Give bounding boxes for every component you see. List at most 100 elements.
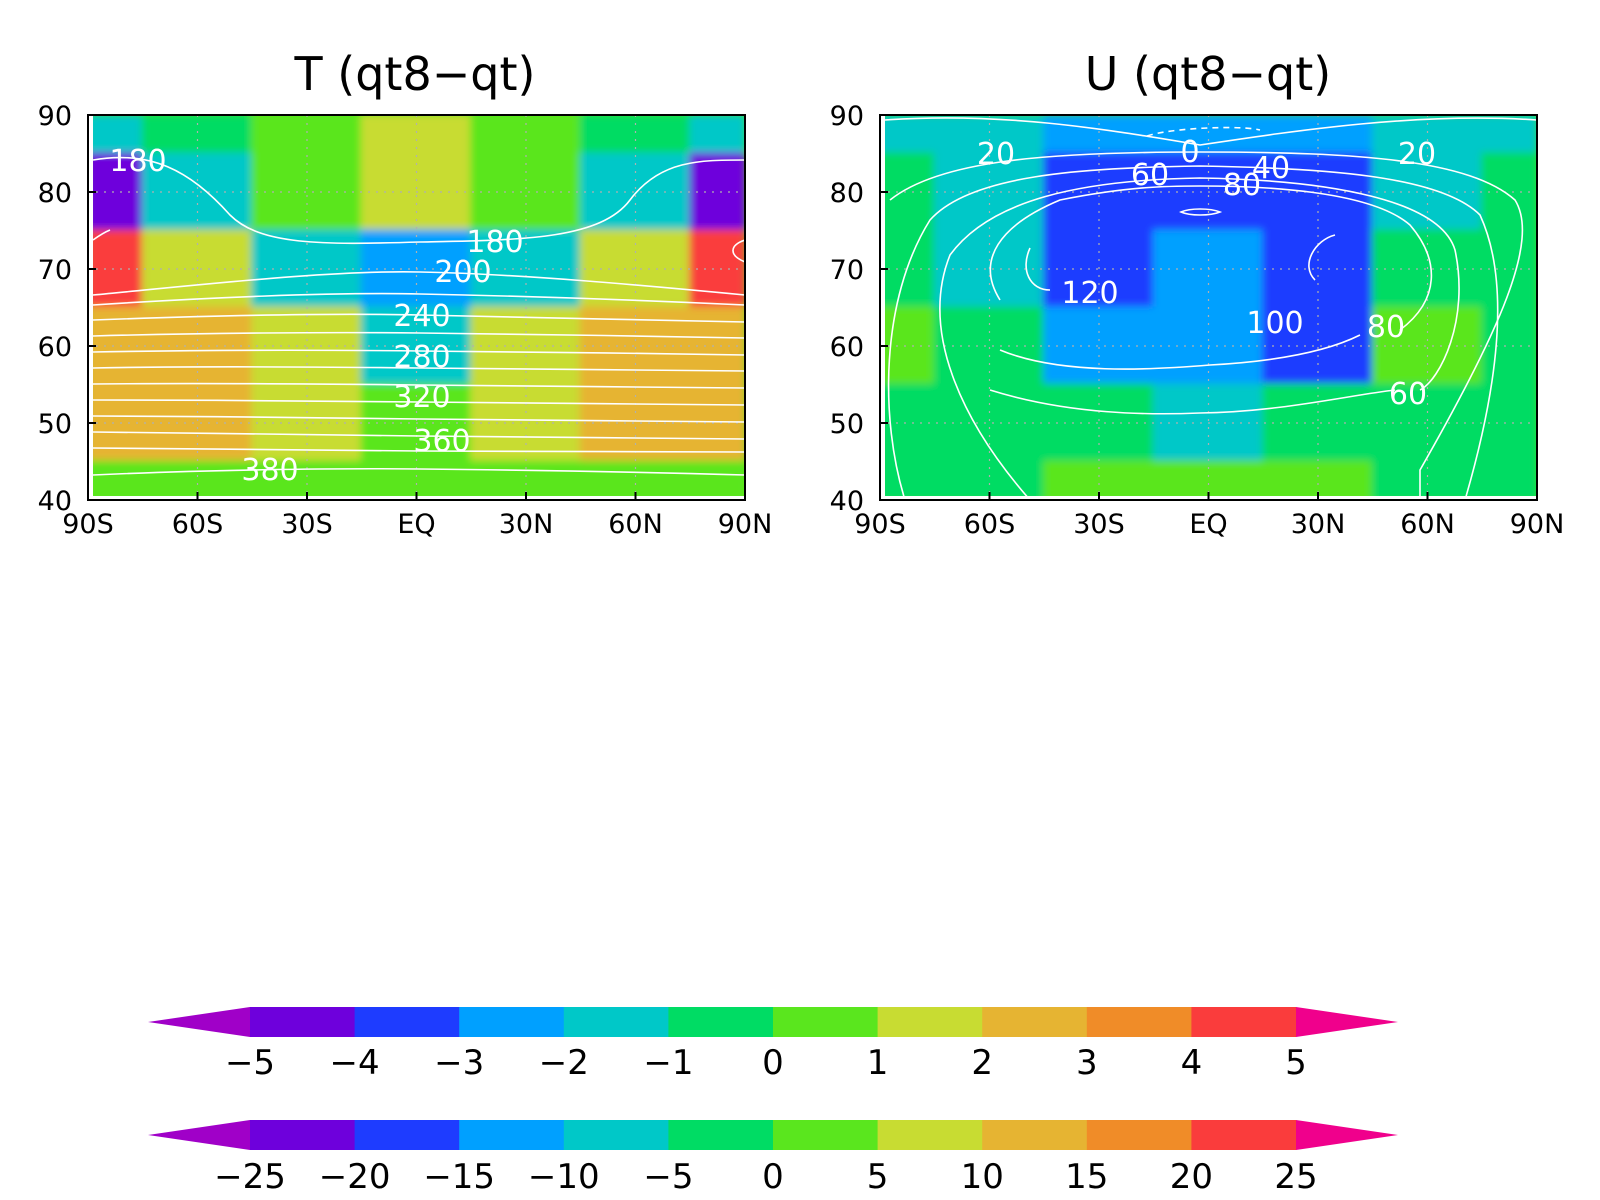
contour-label: 120: [1061, 276, 1118, 311]
field-cell: [93, 460, 144, 496]
contour-label: 60: [1389, 377, 1427, 412]
colorbar-label: −1: [643, 1043, 693, 1083]
field-cell: [1481, 383, 1537, 463]
x-tick-label: 90S: [854, 509, 906, 540]
colorbar-swatch: [1086, 1007, 1192, 1037]
field-cell: [579, 460, 692, 496]
colorbar-swatch: [773, 1120, 879, 1150]
colorbar-swatch: [877, 1007, 983, 1037]
colorbar-label: 10: [961, 1157, 1004, 1197]
colorbar-temperature: −5 −4 −3 −2 −1 0 1 2 3 4 5: [148, 1007, 1398, 1083]
field-cell: [885, 152, 936, 232]
field-cell: [1481, 460, 1537, 496]
x-tick-label: 30S: [1073, 509, 1125, 540]
colorbar-label: 5: [1285, 1043, 1307, 1083]
gridlines: [88, 115, 745, 500]
panel-zonal-wind: U (qt8−qt) 20 0 40 20 60 80 120 100 80: [830, 47, 1565, 540]
contour-label: 280: [393, 340, 450, 375]
x-tick-label: EQ: [397, 509, 435, 540]
y-tick-label: 70: [38, 255, 72, 286]
field-cell: [885, 115, 936, 155]
panel-temperature: T (qt8−qt) 180 180 200 240 280 320: [38, 47, 773, 540]
colorbar-swatch: [773, 1007, 879, 1037]
colorbar-low-arrow: [148, 1007, 250, 1037]
contour-label: 200: [434, 255, 491, 290]
colorbar-label: 1: [867, 1043, 889, 1083]
x-tick-label: 30S: [281, 509, 333, 540]
colorbar-label: −4: [330, 1043, 380, 1083]
colorbar-swatch: [354, 1120, 460, 1150]
contour-label: 0: [1180, 135, 1199, 170]
y-tick-label: 80: [38, 178, 72, 209]
field-cell: [689, 306, 745, 386]
field-cell: [470, 460, 582, 496]
field-cell: [251, 306, 363, 386]
x-tick-label: EQ: [1189, 509, 1227, 540]
field-cell: [1152, 460, 1265, 496]
x-tick-label: 30N: [1291, 509, 1346, 540]
colorbar-label: −5: [225, 1043, 275, 1083]
y-tick-label: 90: [830, 101, 864, 132]
contour-label: 180: [466, 225, 523, 260]
colorbar-swatch: [982, 1120, 1088, 1150]
y-tick-label: 80: [830, 178, 864, 209]
x-tick-label: 90S: [62, 509, 114, 540]
x-tick-label: 60S: [172, 509, 224, 540]
axes: 90S 60S 30S EQ 30N 60N 90N 40 50 60 70 80 90: [830, 101, 1565, 540]
field-cell: [933, 460, 1046, 496]
contour-label: 60: [1131, 158, 1169, 193]
colorbar-swatch: [250, 1007, 356, 1037]
colorbar-label: −15: [423, 1157, 495, 1197]
x-tick-label: 90N: [1510, 509, 1565, 540]
y-tick-label: 70: [830, 255, 864, 286]
contour-label: 20: [977, 137, 1015, 172]
field-cell: [360, 460, 473, 496]
contour-label: 240: [393, 299, 450, 334]
field-cell: [251, 460, 363, 496]
contour-lines: [885, 117, 1537, 496]
colorbar-swatch: [354, 1007, 460, 1037]
colorbar-label: −20: [319, 1157, 391, 1197]
colorbar-swatch: [982, 1007, 1088, 1037]
colorbar-zonal-wind: −25 −20 −15 −10 −5 0 5 10 15 20 25: [148, 1120, 1398, 1197]
contour-label: 40: [1252, 151, 1290, 186]
colorbar-label: 4: [1181, 1043, 1203, 1083]
axes: 90S 60S 30S EQ 30N 60N 90N 40 50 60 70 80 90: [38, 101, 773, 540]
y-tick-label: 50: [38, 409, 72, 440]
y-tick-label: 40: [830, 486, 864, 517]
y-tick-label: 60: [830, 332, 864, 363]
field-cell: [141, 460, 254, 496]
contour-labels: 180 180 200 240 280 320 360 380: [109, 144, 523, 488]
y-tick-label: 50: [830, 409, 864, 440]
colorbar-swatch: [1086, 1120, 1192, 1150]
colorbar-swatch: [668, 1007, 774, 1037]
colorbar-swatch: [668, 1120, 774, 1150]
field-cell: [885, 460, 936, 496]
colorbar-label: 0: [762, 1043, 784, 1083]
colorbar-label: −5: [643, 1157, 693, 1197]
contour-label: 320: [393, 380, 450, 415]
gridlines: [880, 115, 1537, 500]
colorbar-swatch: [459, 1007, 565, 1037]
x-tick-label: 60S: [964, 509, 1016, 540]
contour-label: 20: [1398, 137, 1436, 172]
contour-label: 360: [413, 424, 470, 459]
contour-label: 80: [1367, 310, 1405, 345]
field-cell: [689, 460, 745, 496]
colorbar-low-arrow: [148, 1120, 250, 1150]
colorbar-swatch: [459, 1120, 565, 1150]
field-cell: [689, 229, 745, 309]
field-cell: [1043, 306, 1155, 386]
field-cell: [1481, 152, 1537, 232]
field-cell: [689, 383, 745, 463]
contour-label: 180: [109, 144, 166, 179]
field-cell: [885, 229, 936, 309]
colorbar-label: −25: [214, 1157, 286, 1197]
field-cell: [689, 115, 745, 155]
contour-label: 380: [241, 453, 298, 488]
panel-title: T (qt8−qt): [294, 47, 536, 101]
field-cell: [1262, 460, 1374, 496]
field-cell: [933, 306, 1046, 386]
x-tick-label: 60N: [608, 509, 663, 540]
